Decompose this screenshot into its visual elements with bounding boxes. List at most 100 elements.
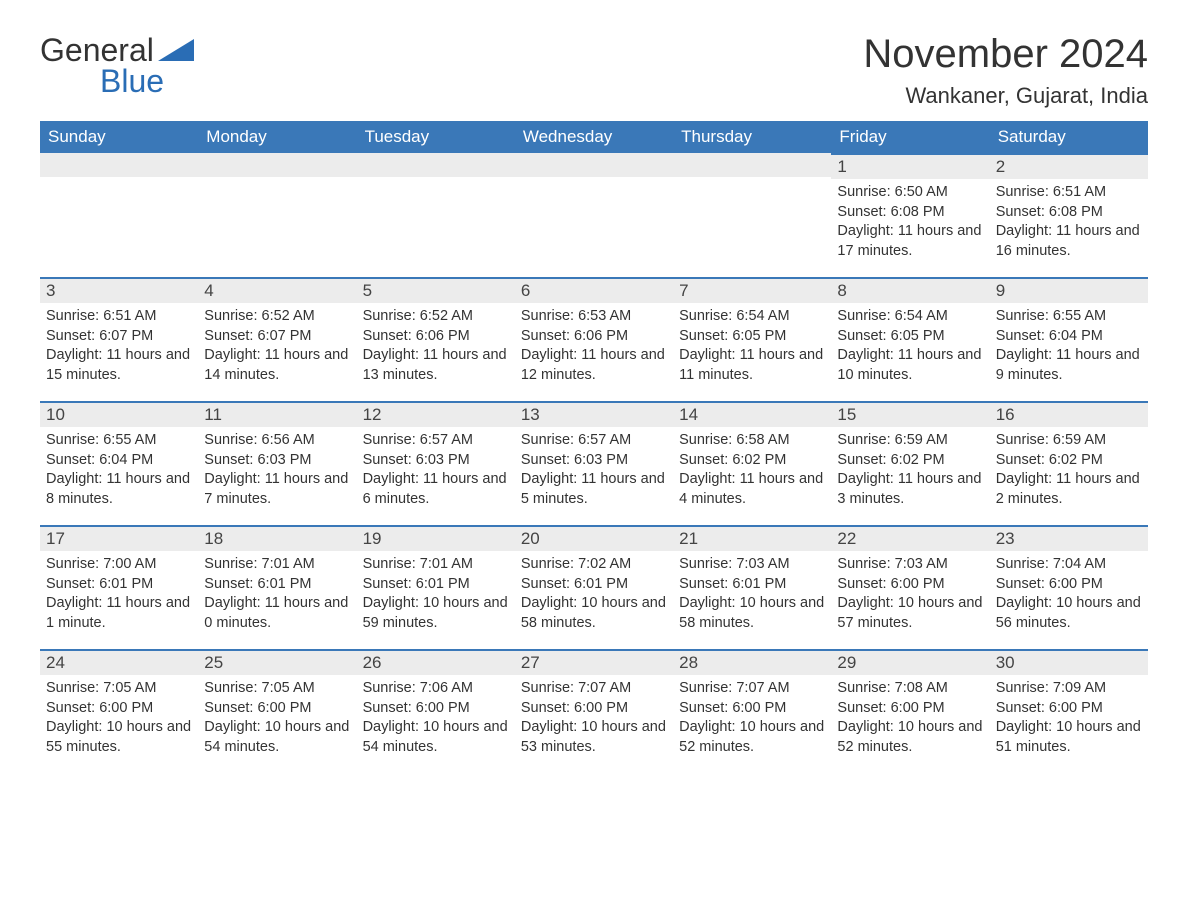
day-cell: 1Sunrise: 6:50 AMSunset: 6:08 PMDaylight…	[831, 153, 989, 277]
day-body: Sunrise: 6:54 AMSunset: 6:05 PMDaylight:…	[673, 303, 831, 393]
sunset-line: Sunset: 6:01 PM	[363, 575, 509, 595]
sunset-line: Sunset: 6:00 PM	[46, 699, 192, 719]
sunset-line: Sunset: 6:01 PM	[521, 575, 667, 595]
day-number: 14	[673, 401, 831, 427]
day-number: 23	[990, 525, 1148, 551]
day-cell: 20Sunrise: 7:02 AMSunset: 6:01 PMDayligh…	[515, 525, 673, 649]
day-number: 19	[357, 525, 515, 551]
day-body: Sunrise: 6:54 AMSunset: 6:05 PMDaylight:…	[831, 303, 989, 393]
dayname-friday: Friday	[831, 121, 989, 153]
day-cell: 3Sunrise: 6:51 AMSunset: 6:07 PMDaylight…	[40, 277, 198, 401]
sunrise-line: Sunrise: 6:55 AM	[996, 307, 1142, 327]
day-number: 30	[990, 649, 1148, 675]
day-number: 2	[990, 153, 1148, 179]
day-number: 6	[515, 277, 673, 303]
sunrise-line: Sunrise: 7:06 AM	[363, 679, 509, 699]
day-cell: 17Sunrise: 7:00 AMSunset: 6:01 PMDayligh…	[40, 525, 198, 649]
day-body: Sunrise: 6:52 AMSunset: 6:07 PMDaylight:…	[198, 303, 356, 393]
sunset-line: Sunset: 6:05 PM	[837, 327, 983, 347]
title-block: November 2024 Wankaner, Gujarat, India	[863, 32, 1148, 109]
dayname-monday: Monday	[198, 121, 356, 153]
day-cell: 4Sunrise: 6:52 AMSunset: 6:07 PMDaylight…	[198, 277, 356, 401]
sunrise-line: Sunrise: 7:09 AM	[996, 679, 1142, 699]
sunrise-line: Sunrise: 6:54 AM	[679, 307, 825, 327]
day-cell: 18Sunrise: 7:01 AMSunset: 6:01 PMDayligh…	[198, 525, 356, 649]
calendar-table: SundayMondayTuesdayWednesdayThursdayFrid…	[40, 121, 1148, 773]
day-number: 25	[198, 649, 356, 675]
day-cell: 16Sunrise: 6:59 AMSunset: 6:02 PMDayligh…	[990, 401, 1148, 525]
calendar-row: 24Sunrise: 7:05 AMSunset: 6:00 PMDayligh…	[40, 649, 1148, 773]
daylight-line: Daylight: 10 hours and 58 minutes.	[521, 594, 667, 633]
calendar-row: 1Sunrise: 6:50 AMSunset: 6:08 PMDaylight…	[40, 153, 1148, 277]
day-body: Sunrise: 6:59 AMSunset: 6:02 PMDaylight:…	[990, 427, 1148, 517]
calendar-row: 3Sunrise: 6:51 AMSunset: 6:07 PMDaylight…	[40, 277, 1148, 401]
sunrise-line: Sunrise: 7:01 AM	[363, 555, 509, 575]
daylight-line: Daylight: 10 hours and 58 minutes.	[679, 594, 825, 633]
day-number: 9	[990, 277, 1148, 303]
day-body: Sunrise: 6:55 AMSunset: 6:04 PMDaylight:…	[40, 427, 198, 517]
daylight-line: Daylight: 11 hours and 11 minutes.	[679, 346, 825, 385]
day-number: 21	[673, 525, 831, 551]
day-number: 13	[515, 401, 673, 427]
empty-cell	[673, 153, 831, 277]
day-cell: 2Sunrise: 6:51 AMSunset: 6:08 PMDaylight…	[990, 153, 1148, 277]
empty-cell	[357, 153, 515, 277]
day-cell: 28Sunrise: 7:07 AMSunset: 6:00 PMDayligh…	[673, 649, 831, 773]
day-body: Sunrise: 7:08 AMSunset: 6:00 PMDaylight:…	[831, 675, 989, 765]
daylight-line: Daylight: 11 hours and 5 minutes.	[521, 470, 667, 509]
day-cell: 27Sunrise: 7:07 AMSunset: 6:00 PMDayligh…	[515, 649, 673, 773]
sunrise-line: Sunrise: 6:57 AM	[363, 431, 509, 451]
day-number: 20	[515, 525, 673, 551]
day-body: Sunrise: 7:07 AMSunset: 6:00 PMDaylight:…	[515, 675, 673, 765]
sunrise-line: Sunrise: 6:59 AM	[837, 431, 983, 451]
day-body: Sunrise: 7:05 AMSunset: 6:00 PMDaylight:…	[40, 675, 198, 765]
daylight-line: Daylight: 10 hours and 53 minutes.	[521, 718, 667, 757]
day-number: 16	[990, 401, 1148, 427]
sunset-line: Sunset: 6:07 PM	[46, 327, 192, 347]
sunset-line: Sunset: 6:03 PM	[521, 451, 667, 471]
dayname-saturday: Saturday	[990, 121, 1148, 153]
sunset-line: Sunset: 6:02 PM	[679, 451, 825, 471]
daylight-line: Daylight: 11 hours and 17 minutes.	[837, 222, 983, 261]
day-cell: 5Sunrise: 6:52 AMSunset: 6:06 PMDaylight…	[357, 277, 515, 401]
day-body: Sunrise: 6:56 AMSunset: 6:03 PMDaylight:…	[198, 427, 356, 517]
daylight-line: Daylight: 10 hours and 57 minutes.	[837, 594, 983, 633]
sunset-line: Sunset: 6:00 PM	[521, 699, 667, 719]
sunrise-line: Sunrise: 6:52 AM	[363, 307, 509, 327]
daylight-line: Daylight: 11 hours and 3 minutes.	[837, 470, 983, 509]
day-body: Sunrise: 7:09 AMSunset: 6:00 PMDaylight:…	[990, 675, 1148, 765]
calendar-row: 10Sunrise: 6:55 AMSunset: 6:04 PMDayligh…	[40, 401, 1148, 525]
day-number: 5	[357, 277, 515, 303]
sunset-line: Sunset: 6:04 PM	[996, 327, 1142, 347]
day-number: 28	[673, 649, 831, 675]
daylight-line: Daylight: 10 hours and 52 minutes.	[837, 718, 983, 757]
day-cell: 21Sunrise: 7:03 AMSunset: 6:01 PMDayligh…	[673, 525, 831, 649]
daylight-line: Daylight: 11 hours and 15 minutes.	[46, 346, 192, 385]
daylight-line: Daylight: 10 hours and 59 minutes.	[363, 594, 509, 633]
day-number: 4	[198, 277, 356, 303]
sunset-line: Sunset: 6:04 PM	[46, 451, 192, 471]
day-cell: 12Sunrise: 6:57 AMSunset: 6:03 PMDayligh…	[357, 401, 515, 525]
empty-cell	[40, 153, 198, 277]
day-cell: 13Sunrise: 6:57 AMSunset: 6:03 PMDayligh…	[515, 401, 673, 525]
sunset-line: Sunset: 6:00 PM	[363, 699, 509, 719]
empty-daynum	[357, 153, 515, 177]
sunset-line: Sunset: 6:00 PM	[204, 699, 350, 719]
daylight-line: Daylight: 11 hours and 9 minutes.	[996, 346, 1142, 385]
sunrise-line: Sunrise: 7:01 AM	[204, 555, 350, 575]
calendar-body: 1Sunrise: 6:50 AMSunset: 6:08 PMDaylight…	[40, 153, 1148, 773]
day-number: 17	[40, 525, 198, 551]
daylight-line: Daylight: 11 hours and 1 minute.	[46, 594, 192, 633]
sunrise-line: Sunrise: 6:51 AM	[46, 307, 192, 327]
sunrise-line: Sunrise: 7:03 AM	[837, 555, 983, 575]
sunset-line: Sunset: 6:01 PM	[679, 575, 825, 595]
sunset-line: Sunset: 6:08 PM	[837, 203, 983, 223]
sunrise-line: Sunrise: 7:05 AM	[204, 679, 350, 699]
sunset-line: Sunset: 6:06 PM	[363, 327, 509, 347]
sunrise-line: Sunrise: 6:56 AM	[204, 431, 350, 451]
sunset-line: Sunset: 6:00 PM	[996, 699, 1142, 719]
day-body: Sunrise: 7:06 AMSunset: 6:00 PMDaylight:…	[357, 675, 515, 765]
daylight-line: Daylight: 11 hours and 8 minutes.	[46, 470, 192, 509]
daylight-line: Daylight: 11 hours and 6 minutes.	[363, 470, 509, 509]
day-body: Sunrise: 7:02 AMSunset: 6:01 PMDaylight:…	[515, 551, 673, 641]
